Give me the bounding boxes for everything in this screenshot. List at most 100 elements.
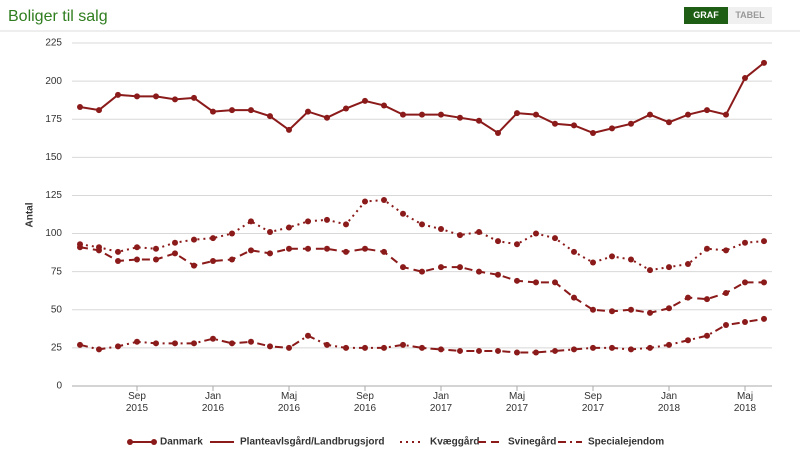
point <box>381 102 387 109</box>
point <box>362 344 368 351</box>
y-tick-label: 175 <box>45 114 62 125</box>
series-line <box>79 246 764 314</box>
point <box>533 279 539 286</box>
point <box>286 126 292 133</box>
point <box>552 279 558 286</box>
point <box>343 105 349 112</box>
point <box>419 111 425 118</box>
y-tick-label: 125 <box>45 190 62 201</box>
point <box>457 264 463 271</box>
point <box>248 338 254 345</box>
point <box>761 59 767 66</box>
point <box>115 343 121 350</box>
point <box>115 91 121 98</box>
x-tick-label: Maj 2016 <box>277 391 301 414</box>
point <box>723 247 729 254</box>
point <box>172 250 178 257</box>
view-button[interactable]: GRAF <box>684 7 728 24</box>
series-line <box>79 198 765 272</box>
point <box>571 294 577 301</box>
point <box>628 306 634 313</box>
point <box>495 347 501 354</box>
legend-marker <box>151 439 157 445</box>
point <box>96 247 102 254</box>
point <box>153 245 159 252</box>
y-axis-label: Antal <box>25 202 36 227</box>
point <box>495 271 501 278</box>
point <box>419 268 425 275</box>
point <box>647 344 653 351</box>
y-tick-label: 200 <box>45 76 62 87</box>
point <box>438 346 444 353</box>
point <box>115 257 121 264</box>
point <box>533 111 539 118</box>
point <box>134 256 140 263</box>
point <box>419 344 425 351</box>
point <box>400 210 406 217</box>
point <box>704 245 710 252</box>
point <box>552 347 558 354</box>
point <box>153 93 159 100</box>
point <box>723 290 729 297</box>
point <box>685 111 691 118</box>
point <box>286 224 292 231</box>
point <box>628 346 634 353</box>
point <box>305 332 311 339</box>
point <box>476 229 482 236</box>
point <box>210 235 216 242</box>
point <box>723 322 729 329</box>
point <box>248 247 254 254</box>
point <box>457 114 463 121</box>
point <box>761 238 767 245</box>
point <box>343 248 349 255</box>
point <box>210 335 216 342</box>
point <box>362 245 368 252</box>
point <box>571 346 577 353</box>
point <box>495 129 501 136</box>
x-tick-label: Sep 2016 <box>353 391 377 414</box>
point <box>229 107 235 114</box>
x-tick-label: Sep 2017 <box>581 391 605 414</box>
x-tick-label: Jan 2016 <box>201 391 225 414</box>
point <box>514 110 520 117</box>
x-tick-label: Maj 2017 <box>505 391 529 414</box>
point <box>324 216 330 223</box>
point <box>248 218 254 225</box>
point <box>191 340 197 347</box>
point <box>172 340 178 347</box>
point <box>229 230 235 237</box>
point <box>305 245 311 252</box>
point <box>172 96 178 103</box>
point <box>210 257 216 264</box>
point <box>343 221 349 228</box>
point <box>381 248 387 255</box>
point <box>533 230 539 237</box>
point <box>400 264 406 271</box>
point <box>305 108 311 115</box>
point <box>248 107 254 114</box>
point <box>229 256 235 263</box>
point <box>438 225 444 232</box>
point <box>590 259 596 266</box>
y-tick-label: 150 <box>45 152 62 163</box>
point <box>742 279 748 286</box>
point <box>552 235 558 242</box>
point <box>362 198 368 205</box>
point <box>666 264 672 271</box>
point <box>704 296 710 303</box>
point <box>647 309 653 316</box>
point <box>571 248 577 255</box>
point <box>514 277 520 284</box>
point <box>647 111 653 118</box>
point <box>267 250 273 257</box>
view-button[interactable]: TABEL <box>728 7 772 24</box>
point <box>742 239 748 246</box>
point <box>761 315 767 322</box>
y-tick-label: 50 <box>51 304 63 315</box>
point <box>552 120 558 127</box>
y-tick-label: 75 <box>51 266 63 277</box>
point <box>514 349 520 356</box>
point <box>457 232 463 239</box>
